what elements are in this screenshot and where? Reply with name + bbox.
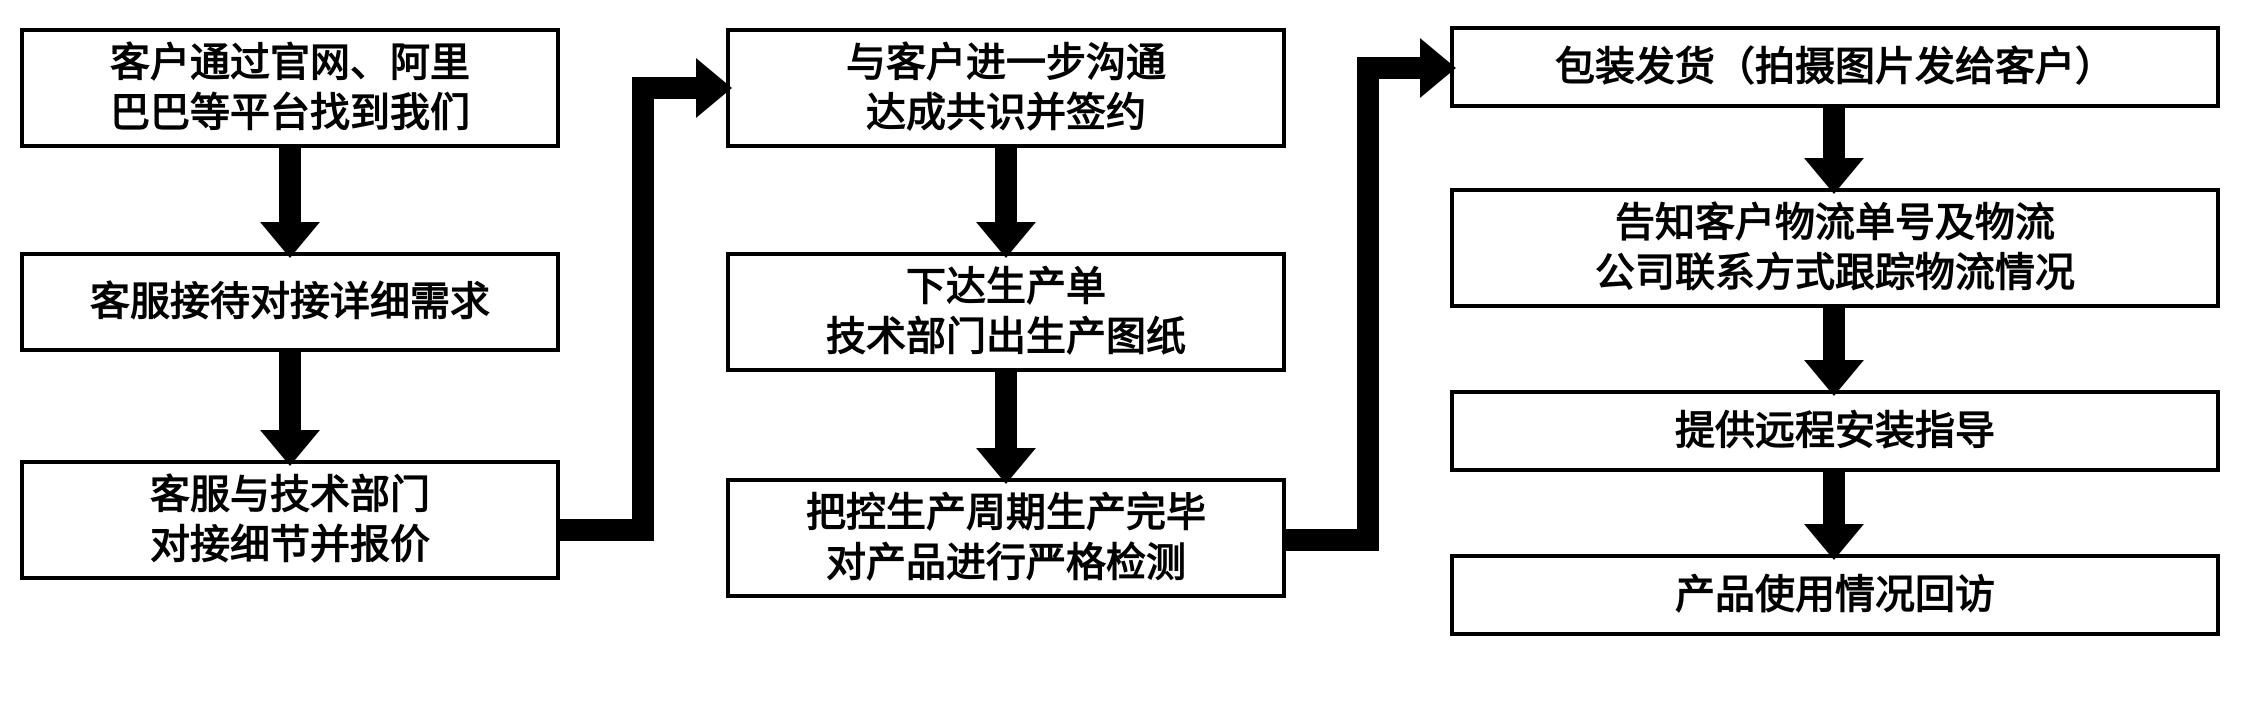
flow-node-n6: 把控生产周期生产完毕对产品进行严格检测 (726, 478, 1286, 598)
flow-node-text: 把控生产周期生产完毕 (806, 488, 1206, 538)
flow-node-text: 达成共识并签约 (866, 88, 1146, 138)
flow-node-text: 下达生产单 (906, 262, 1106, 312)
flow-node-text: 告知客户物流单号及物流 (1615, 198, 2055, 248)
flow-node-text: 对产品进行严格检测 (826, 538, 1186, 588)
flow-node-text: 客服接待对接详细需求 (90, 277, 490, 327)
flow-node-text: 客服与技术部门 (150, 470, 430, 520)
flow-node-text: 公司联系方式跟踪物流情况 (1595, 248, 2075, 298)
flow-node-text: 包装发货（拍摄图片发给客户） (1555, 42, 2115, 92)
flow-node-n1: 客户通过官网、阿里巴巴等平台找到我们 (20, 28, 560, 148)
flow-node-n10: 产品使用情况回访 (1450, 554, 2220, 636)
flow-node-n9: 提供远程安装指导 (1450, 390, 2220, 472)
flow-node-text: 技术部门出生产图纸 (826, 312, 1186, 362)
flow-node-n4: 与客户进一步沟通达成共识并签约 (726, 28, 1286, 148)
flow-node-n5: 下达生产单技术部门出生产图纸 (726, 252, 1286, 372)
flow-node-n7: 包装发货（拍摄图片发给客户） (1450, 26, 2220, 108)
flow-node-text: 巴巴等平台找到我们 (110, 88, 470, 138)
flow-node-n8: 告知客户物流单号及物流公司联系方式跟踪物流情况 (1450, 188, 2220, 308)
flow-node-text: 客户通过官网、阿里 (110, 38, 470, 88)
flow-node-text: 与客户进一步沟通 (846, 38, 1166, 88)
flow-node-text: 产品使用情况回访 (1675, 570, 1995, 620)
flow-node-n3: 客服与技术部门对接细节并报价 (20, 460, 560, 580)
flow-node-text: 提供远程安装指导 (1675, 406, 1995, 456)
flow-node-text: 对接细节并报价 (150, 520, 430, 570)
flowchart-canvas: 客户通过官网、阿里巴巴等平台找到我们客服接待对接详细需求客服与技术部门对接细节并… (0, 0, 2244, 709)
flow-node-n2: 客服接待对接详细需求 (20, 252, 560, 352)
